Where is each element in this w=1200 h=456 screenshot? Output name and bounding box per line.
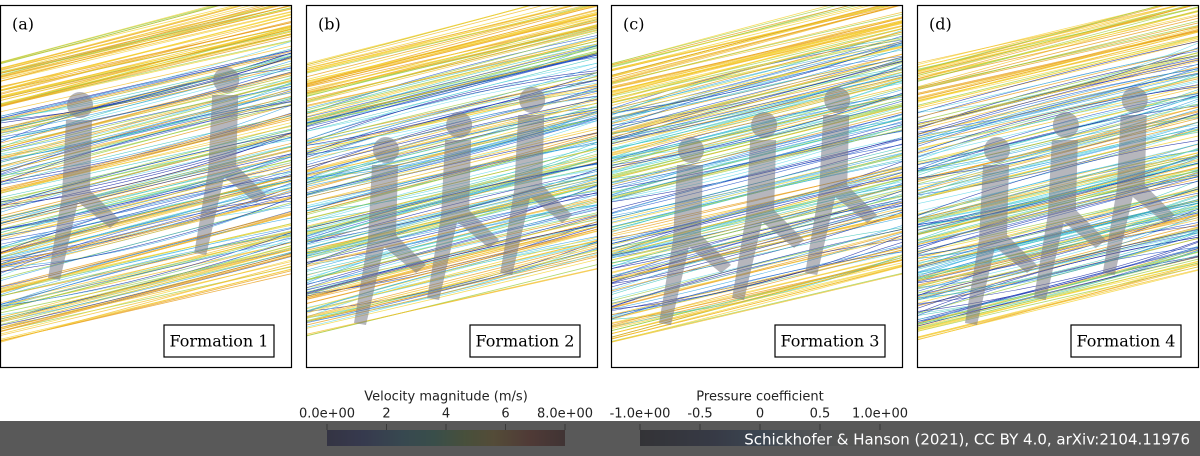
panel: (d) Formation 4: [916, 4, 1200, 369]
panel-frame: [0, 4, 293, 369]
panel-frame: [305, 4, 599, 369]
colorbar-title: Pressure coefficient: [696, 390, 823, 405]
panel-caption: Formation 4: [1077, 332, 1176, 351]
tick-label: 0.5: [810, 407, 831, 422]
runner: [1033, 112, 1106, 300]
tick-label: -0.5: [687, 407, 712, 422]
panel-frame: [916, 4, 1200, 369]
tick-label: 6: [501, 407, 509, 422]
tick-label: 1.0e+00: [852, 407, 908, 422]
panel-caption: Formation 1: [170, 332, 269, 351]
tick-label: 0.0e+00: [299, 407, 355, 422]
panel-label: (c): [623, 15, 644, 34]
credit-band: [0, 421, 1200, 456]
runner: [1102, 87, 1175, 275]
streamlines: [611, 5, 903, 343]
panel: (a) Formation 1: [0, 4, 293, 369]
caption-box: [1070, 324, 1182, 358]
caption-box: [469, 324, 581, 358]
panel-label: (a): [12, 15, 34, 34]
panel: (c) Formation 3: [610, 4, 904, 369]
panel-caption: Formation 2: [476, 332, 575, 351]
runner: [805, 87, 878, 275]
runner: [965, 137, 1037, 325]
panel: (b) Formation 2: [305, 4, 599, 369]
tick-label: 4: [442, 407, 450, 422]
tick-label: 2: [382, 407, 390, 422]
panel-label: (b): [318, 15, 341, 34]
caption-box: [774, 324, 886, 358]
colorbar-title: Velocity magnitude (m/s): [364, 390, 528, 405]
runner: [194, 67, 267, 255]
panel-frame: [610, 4, 904, 369]
runner: [659, 137, 731, 325]
credit: Schickhofer & Hanson (2021), CC BY 4.0, …: [744, 431, 1190, 449]
streamlines: [306, 5, 598, 337]
runner: [427, 112, 500, 300]
runner: [500, 87, 573, 275]
panel-label: (d): [929, 15, 952, 34]
streamlines: [0, 5, 292, 343]
tick-label: 8.0e+00: [537, 407, 593, 422]
runner: [732, 112, 805, 300]
runner: [354, 137, 426, 325]
streamlines: [917, 5, 1199, 341]
runner: [48, 92, 120, 280]
tick-label: 0: [756, 407, 764, 422]
panel-caption: Formation 3: [781, 332, 880, 351]
tick-label: -1.0e+00: [610, 407, 671, 422]
caption-box: [163, 324, 275, 358]
